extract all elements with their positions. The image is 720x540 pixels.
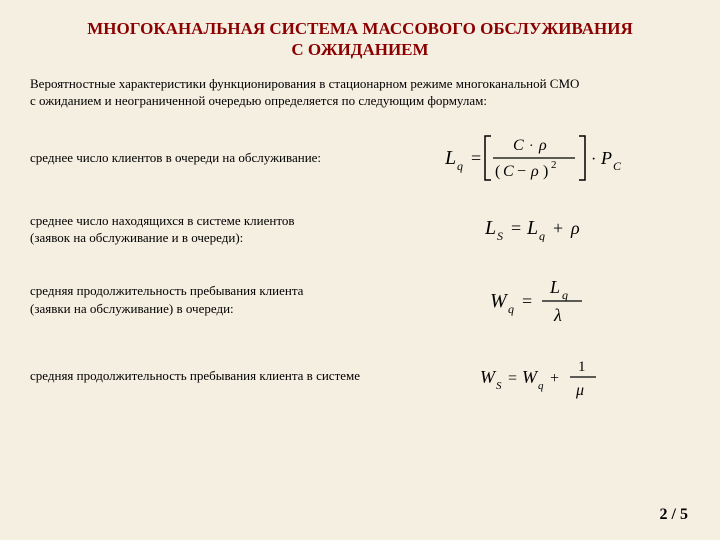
svg-text:L: L — [549, 277, 560, 297]
svg-text:1: 1 — [578, 359, 586, 375]
svg-text:P: P — [600, 148, 612, 168]
svg-text:μ: μ — [575, 382, 584, 399]
svg-text:·: · — [529, 139, 534, 154]
title-line-1: МНОГОКАНАЛЬНАЯ СИСТЕМА МАССОВОГО ОБСЛУЖИ… — [87, 19, 633, 38]
svg-text:W: W — [490, 290, 509, 312]
formula-row-wq: средняя продолжительность пребывания кли… — [30, 273, 690, 327]
svg-text:ρ: ρ — [538, 137, 547, 154]
formula-lq: L q = C · ρ ( C − ρ ) 2 — [400, 130, 690, 186]
formula-ws: W S = W q + 1 μ — [400, 353, 690, 399]
page-title: МНОГОКАНАЛЬНАЯ СИСТЕМА МАССОВОГО ОБСЛУЖИ… — [30, 18, 690, 61]
formula-row-ws: средняя продолжительность пребывания кли… — [30, 353, 690, 399]
svg-text:q: q — [508, 302, 514, 316]
svg-text:): ) — [543, 163, 548, 180]
svg-text:=: = — [471, 148, 481, 168]
intro-paragraph: Вероятностные характеристики функциониро… — [30, 75, 690, 110]
desc-lq: среднее число клиентов в очереди на обсл… — [30, 149, 400, 167]
svg-text:q: q — [538, 380, 544, 392]
svg-text:W: W — [480, 367, 497, 387]
desc-ws: средняя продолжительность пребывания кли… — [30, 367, 400, 385]
svg-text:S: S — [496, 380, 502, 392]
intro-line-2: с ожиданием и неограниченной очередью оп… — [30, 93, 487, 108]
svg-text:L: L — [445, 147, 456, 169]
svg-text:λ: λ — [553, 305, 562, 325]
desc-wq: средняя продолжительность пребывания кли… — [30, 282, 400, 317]
svg-text:+: + — [550, 370, 559, 387]
desc-ls: среднее число находящихся в системе клие… — [30, 212, 400, 247]
svg-text:=: = — [522, 291, 532, 311]
svg-text:q: q — [539, 229, 545, 242]
formula-ls: L S = L q + ρ — [400, 216, 690, 242]
svg-text:S: S — [497, 229, 503, 242]
intro-line-1: Вероятностные характеристики функциониро… — [30, 76, 579, 91]
svg-text:+: + — [553, 218, 563, 238]
svg-text:C: C — [613, 159, 622, 173]
formula-wq: W q = L q λ — [400, 273, 690, 327]
svg-text:ρ: ρ — [530, 163, 539, 180]
formula-row-lq: среднее число клиентов в очереди на обсл… — [30, 130, 690, 186]
formula-row-ls: среднее число находящихся в системе клие… — [30, 212, 690, 247]
svg-text:C: C — [513, 137, 524, 154]
svg-text:·: · — [591, 151, 596, 168]
svg-text:=: = — [508, 370, 517, 387]
svg-text:ρ: ρ — [570, 218, 580, 238]
svg-text:=: = — [511, 218, 521, 238]
svg-text:W: W — [522, 367, 539, 387]
svg-text:q: q — [562, 288, 568, 302]
svg-text:−: − — [517, 163, 526, 180]
svg-text:(: ( — [495, 163, 500, 180]
svg-text:q: q — [457, 159, 463, 173]
svg-text:L: L — [526, 217, 538, 239]
svg-text:2: 2 — [551, 159, 557, 171]
svg-text:L: L — [485, 217, 496, 239]
svg-text:C: C — [503, 163, 514, 180]
page-number: 2 / 5 — [660, 506, 688, 524]
title-line-2: С ОЖИДАНИЕМ — [291, 40, 428, 59]
